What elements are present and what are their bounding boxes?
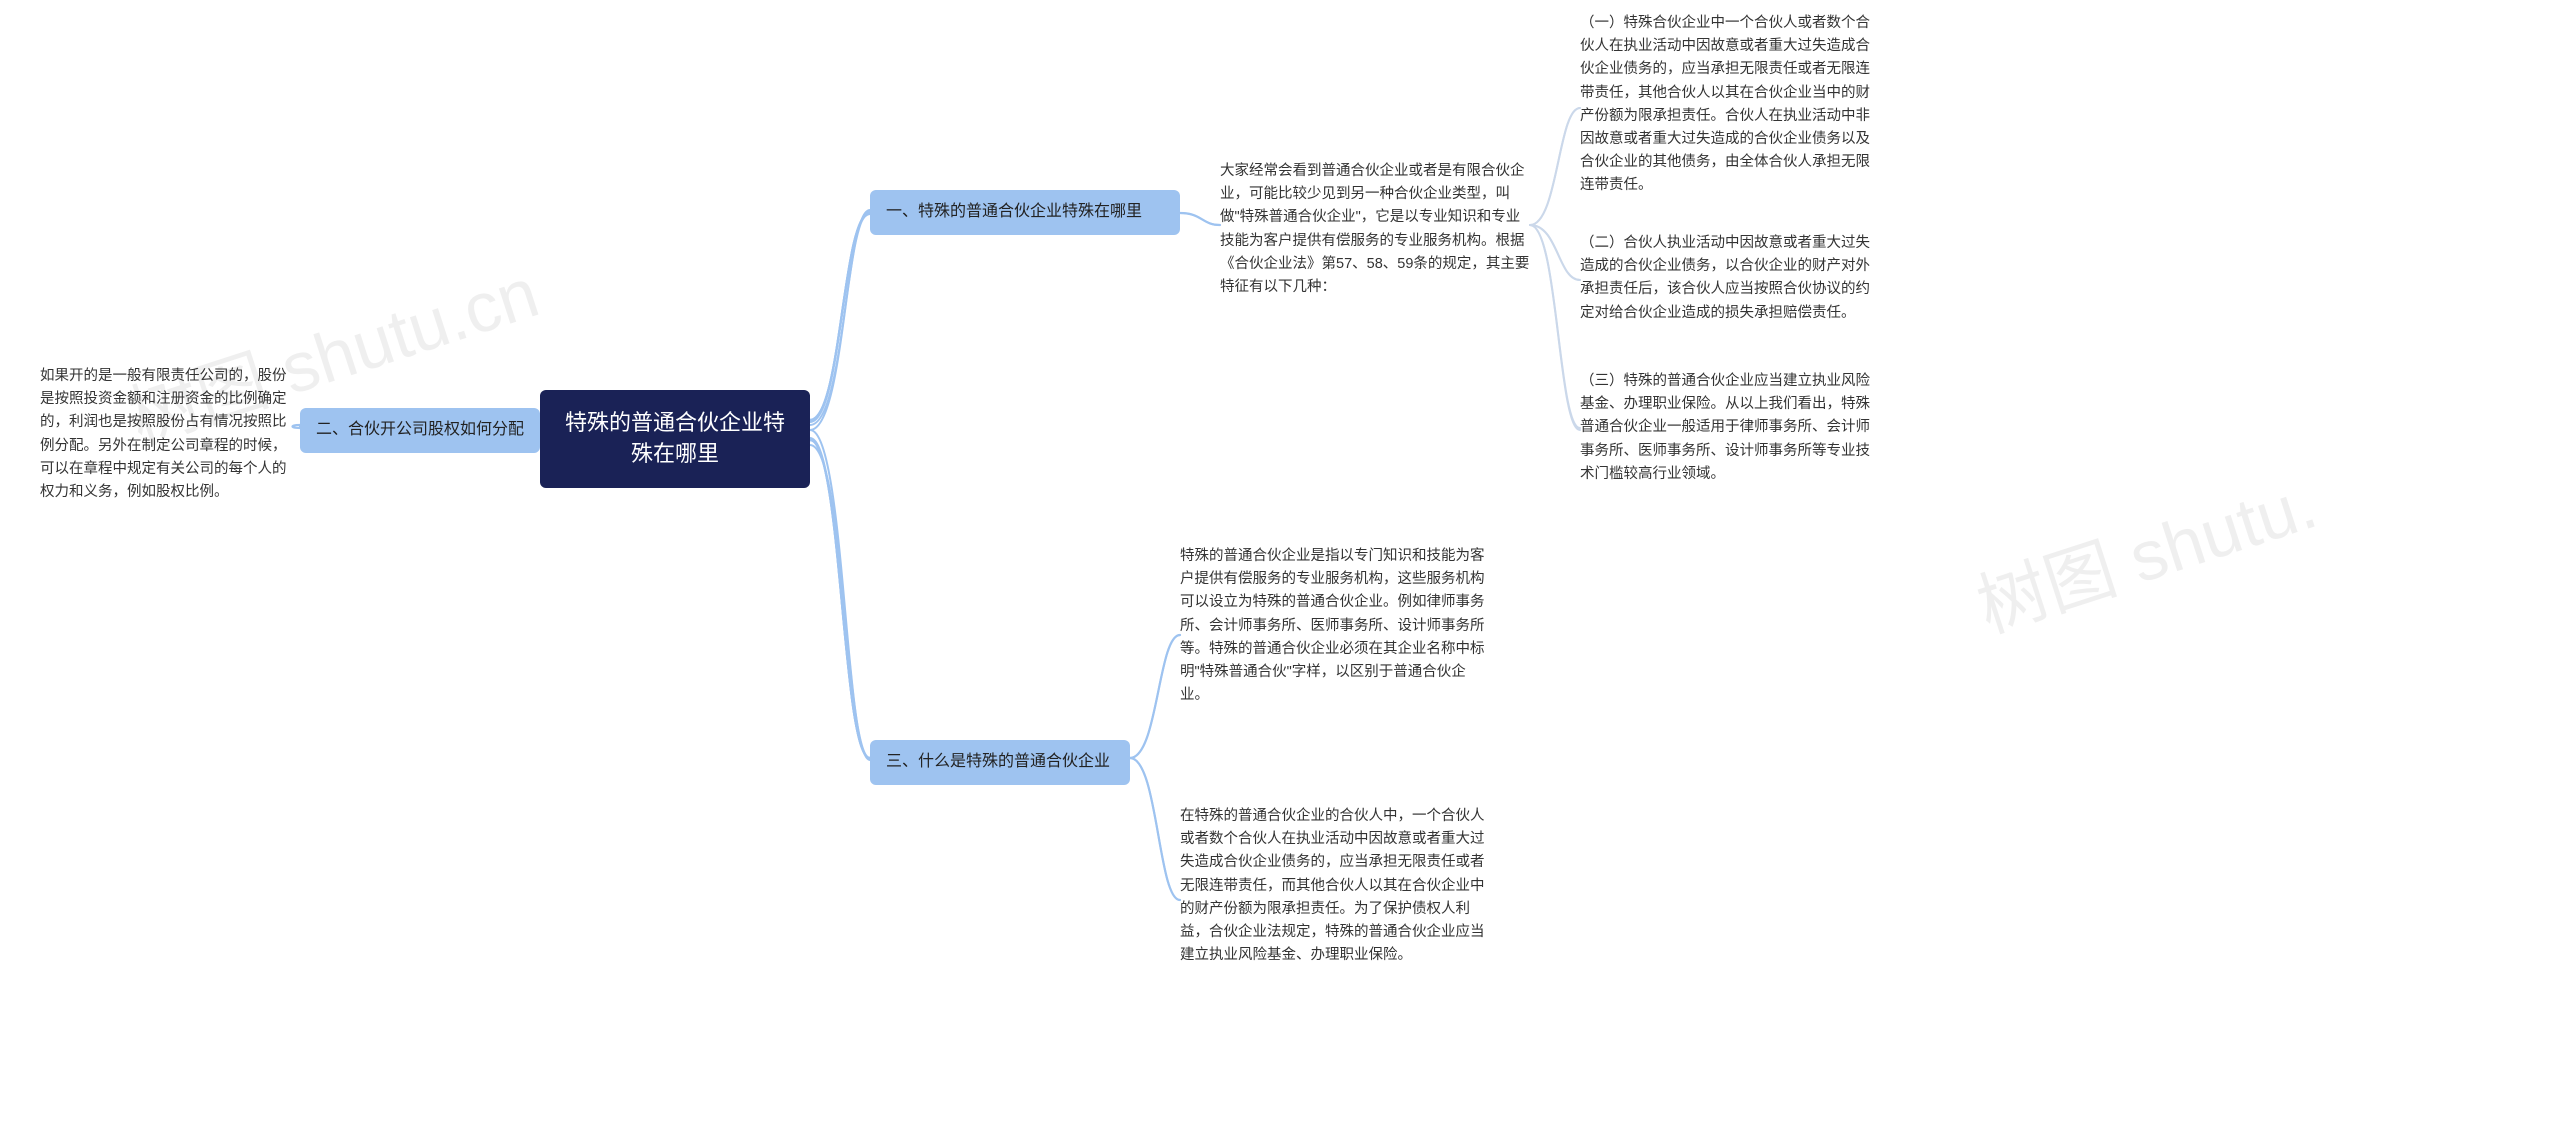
branch-3-para-2: 在特殊的普通合伙企业的合伙人中，一个合伙人或者数个合伙人在执业活动中因故意或者重…: [1180, 805, 1490, 967]
branch-3-para-1: 特殊的普通合伙企业是指以专门知识和技能为客户提供有偿服务的专业服务机构，这些服务…: [1180, 545, 1490, 707]
watermark-2: 树图 shutu.: [1963, 448, 2327, 652]
branch-2[interactable]: 二、合伙开公司股权如何分配: [300, 408, 540, 453]
branch-3[interactable]: 三、什么是特殊的普通合伙企业: [870, 740, 1130, 785]
branch-1-point-2: （二）合伙人执业活动中因故意或者重大过失造成的合伙企业债务，以合伙企业的财产对外…: [1580, 232, 1880, 325]
root-node[interactable]: 特殊的普通合伙企业特殊在哪里: [540, 390, 810, 488]
branch-1-intro: 大家经常会看到普通合伙企业或者是有限合伙企业，可能比较少见到另一种合伙企业类型，…: [1220, 160, 1530, 299]
branch-1-point-3: （三）特殊的普通合伙企业应当建立执业风险基金、办理职业保险。从以上我们看出，特殊…: [1580, 370, 1880, 486]
branch-1[interactable]: 一、特殊的普通合伙企业特殊在哪里: [870, 190, 1180, 235]
branch-2-para: 如果开的是一般有限责任公司的，股份是按照投资金额和注册资金的比例确定的，利润也是…: [40, 365, 300, 504]
branch-1-point-1: （一）特殊合伙企业中一个合伙人或者数个合伙人在执业活动中因故意或者重大过失造成合…: [1580, 12, 1880, 198]
